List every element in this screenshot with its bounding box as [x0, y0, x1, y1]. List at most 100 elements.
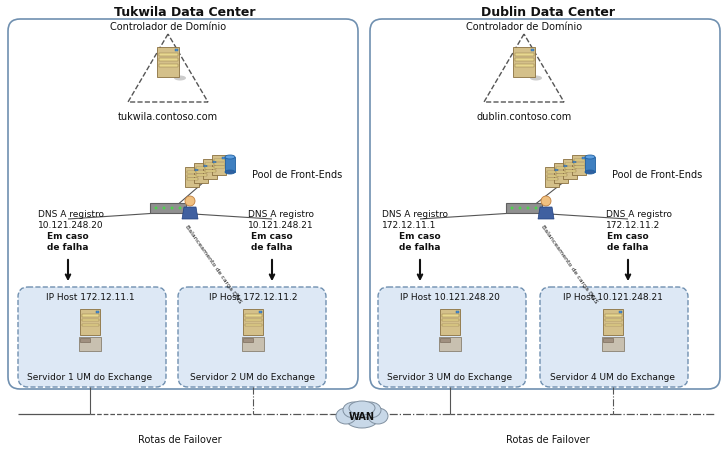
Bar [204, 167, 216, 169]
Bar [159, 54, 177, 57]
Bar [243, 309, 263, 335]
Bar [573, 161, 576, 164]
Bar [603, 338, 613, 342]
Bar [157, 48, 179, 78]
Circle shape [526, 207, 529, 210]
Bar [619, 311, 621, 313]
FancyBboxPatch shape [378, 287, 526, 387]
Bar [547, 172, 557, 174]
Bar [603, 309, 623, 335]
Bar [572, 156, 586, 176]
Bar [245, 319, 261, 322]
Circle shape [170, 207, 174, 210]
Bar [213, 161, 216, 164]
Polygon shape [182, 207, 198, 219]
Bar [82, 319, 98, 322]
Bar [442, 319, 458, 322]
Ellipse shape [174, 76, 186, 81]
Bar [212, 156, 226, 176]
Text: Servidor 2 UM do Exchange: Servidor 2 UM do Exchange [190, 373, 316, 382]
Bar [515, 65, 534, 67]
Circle shape [162, 207, 166, 210]
Bar [222, 157, 224, 160]
Bar [555, 175, 566, 177]
Polygon shape [538, 207, 554, 219]
Bar [442, 314, 458, 317]
Text: IP Host 172.12.11.2: IP Host 172.12.11.2 [209, 293, 298, 302]
Bar [565, 167, 576, 169]
Bar [214, 167, 224, 169]
Text: IP Host 10.121.248.20: IP Host 10.121.248.20 [400, 293, 500, 302]
Bar [204, 171, 216, 173]
Bar [573, 160, 584, 162]
Bar [185, 168, 199, 188]
Bar [605, 324, 621, 326]
Ellipse shape [349, 401, 375, 415]
Bar [80, 338, 90, 342]
Text: Em caso
de falha: Em caso de falha [47, 231, 89, 252]
Bar [195, 171, 206, 173]
Text: Em caso
de falha: Em caso de falha [399, 231, 441, 252]
Bar [573, 167, 584, 169]
Text: Controlador de Domínio: Controlador de Domínio [110, 22, 226, 32]
FancyBboxPatch shape [8, 20, 358, 389]
Bar [187, 172, 198, 174]
Text: Servidor 4 UM do Exchange: Servidor 4 UM do Exchange [550, 373, 675, 382]
Bar [506, 203, 542, 213]
Bar [194, 164, 208, 184]
Bar [195, 169, 198, 172]
Bar [203, 160, 217, 179]
Bar [605, 319, 621, 322]
Bar [96, 311, 98, 313]
Ellipse shape [346, 410, 378, 428]
Bar [245, 324, 261, 326]
Bar [439, 337, 461, 351]
Text: IP Host 172.12.11.1: IP Host 172.12.11.1 [46, 293, 135, 302]
Bar [573, 163, 584, 165]
Text: Tukwila Data Center: Tukwila Data Center [114, 6, 256, 18]
Bar [195, 175, 206, 177]
Text: DNS A registro
172.12.11.1: DNS A registro 172.12.11.1 [382, 210, 448, 230]
Bar [563, 160, 577, 179]
Bar [214, 160, 224, 162]
Ellipse shape [225, 171, 235, 174]
Bar [602, 337, 624, 351]
Bar [442, 324, 458, 326]
Text: DNS A registro
10.121.248.21: DNS A registro 10.121.248.21 [248, 210, 314, 230]
Bar [150, 203, 186, 213]
Text: Pool de Front-Ends: Pool de Front-Ends [612, 170, 702, 179]
FancyBboxPatch shape [178, 287, 326, 387]
Circle shape [541, 196, 551, 207]
Text: Dublin Data Center: Dublin Data Center [481, 6, 615, 18]
Circle shape [185, 196, 195, 207]
Text: Pool de Front-Ends: Pool de Front-Ends [252, 170, 342, 179]
Bar [204, 164, 216, 166]
Text: DNS A registro
10.121.248.20: DNS A registro 10.121.248.20 [38, 210, 104, 230]
Text: WAN: WAN [349, 411, 375, 421]
Bar [243, 338, 253, 342]
Text: Balanceamento de carga DNS: Balanceamento de carga DNS [540, 224, 598, 303]
Circle shape [179, 207, 182, 210]
Ellipse shape [359, 402, 381, 418]
Bar [159, 65, 177, 67]
Text: Rotas de Failover: Rotas de Failover [506, 434, 590, 444]
Bar [214, 163, 224, 165]
Bar [513, 48, 535, 78]
Bar [82, 314, 98, 317]
Bar [554, 164, 568, 184]
Ellipse shape [585, 171, 595, 174]
Bar [547, 175, 557, 177]
Bar [82, 324, 98, 326]
Bar [204, 165, 206, 168]
Bar [195, 168, 206, 170]
Circle shape [534, 207, 537, 210]
Text: Servidor 3 UM do Exchange: Servidor 3 UM do Exchange [387, 373, 513, 382]
Bar [531, 50, 534, 52]
Circle shape [518, 207, 521, 210]
FancyBboxPatch shape [18, 287, 166, 387]
Bar [225, 157, 235, 173]
Ellipse shape [343, 402, 365, 418]
Bar [545, 168, 559, 188]
Bar [515, 54, 534, 57]
Bar [605, 314, 621, 317]
